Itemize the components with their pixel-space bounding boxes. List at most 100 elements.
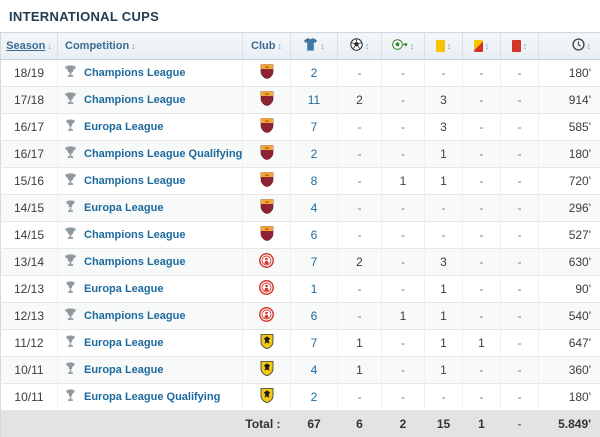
sort-arrow-icon: ↕ [409, 40, 415, 51]
appearances-link[interactable]: 2 [310, 390, 318, 404]
appearances-link[interactable]: 4 [310, 363, 318, 377]
assists-cell: - [381, 275, 425, 303]
assists-cell: - [381, 329, 425, 357]
appearances-link[interactable]: 8 [310, 174, 318, 188]
aek-badge-icon[interactable] [260, 334, 274, 352]
club-cell [242, 275, 291, 303]
yellow-red-card-icon [473, 40, 483, 53]
minutes-cell: 630' [538, 248, 600, 276]
roma-badge-icon[interactable] [260, 226, 274, 244]
table-row: 17/18 Champions League 11 2 - 3 - - 914' [0, 86, 600, 114]
roma-badge-icon[interactable] [260, 172, 274, 190]
red-cards-cell: - [500, 59, 539, 87]
red-cards-cell: - [500, 86, 539, 114]
column-header-minutes[interactable]: ↕ [538, 32, 600, 60]
assists-cell: - [381, 86, 425, 114]
roma-badge-icon[interactable] [260, 199, 274, 217]
column-header-club[interactable]: Club ↕ [242, 32, 291, 60]
column-header-yellow-red-cards[interactable]: ↕ [462, 32, 501, 60]
appearances-link[interactable]: 4 [310, 201, 318, 215]
competition-link[interactable]: Champions League [84, 94, 186, 106]
olympiacos-badge-icon[interactable] [259, 307, 274, 325]
column-header-assists[interactable]: ↕ [381, 32, 425, 60]
total-yellow-cards: 15 [424, 410, 463, 437]
assists-cell: - [381, 140, 425, 168]
roma-badge-icon[interactable] [260, 91, 274, 109]
competition-link[interactable]: Europa League Qualifying [84, 391, 221, 403]
minutes-cell: 90' [538, 275, 600, 303]
assists-cell: 1 [381, 302, 425, 330]
yellow-red-cards-cell: - [462, 221, 501, 249]
sort-arrow-icon: ↕ [131, 41, 136, 51]
competition-cell: Champions League Qualifying [57, 140, 243, 168]
season-cell: 12/13 [0, 302, 58, 330]
champions-league-trophy-icon [65, 227, 78, 243]
champions-league-trophy-icon [65, 92, 78, 108]
competition-link[interactable]: Champions League [84, 310, 186, 322]
appearances-cell: 6 [290, 221, 338, 249]
competition-link[interactable]: Europa League [84, 337, 164, 349]
appearances-link[interactable]: 2 [310, 66, 318, 80]
appearances-cell: 2 [290, 140, 338, 168]
column-header-competition[interactable]: Competition ↕ [57, 32, 243, 60]
season-cell: 14/15 [0, 194, 58, 222]
competition-link[interactable]: Champions League [84, 256, 186, 268]
table-row: 14/15 Champions League 6 - - - - - 527' [0, 221, 600, 249]
sort-arrow-icon: ↕ [586, 40, 592, 51]
total-label: Total : [0, 410, 291, 437]
goals-cell: - [337, 194, 382, 222]
assist-ball-icon [391, 38, 408, 54]
competition-link[interactable]: Champions League [84, 229, 186, 241]
appearances-link[interactable]: 11 [307, 93, 321, 107]
competition-cell: Champions League [57, 302, 243, 330]
yellow-red-cards-cell: - [462, 383, 501, 411]
competition-link[interactable]: Champions League [84, 67, 186, 79]
column-header-yellow-cards[interactable]: ↕ [424, 32, 463, 60]
column-header-red-cards[interactable]: ↕ [500, 32, 539, 60]
aek-badge-icon[interactable] [260, 361, 274, 379]
appearances-link[interactable]: 7 [310, 120, 318, 134]
competition-link[interactable]: Europa League [84, 202, 164, 214]
column-header-appearances[interactable]: ↕ [290, 32, 338, 60]
appearances-link[interactable]: 7 [310, 336, 318, 350]
club-cell [242, 221, 291, 249]
season-cell: 17/18 [0, 86, 58, 114]
appearances-link[interactable]: 7 [310, 255, 318, 269]
appearances-link[interactable]: 1 [310, 282, 318, 296]
sort-arrow-icon: ↕ [277, 41, 282, 51]
competition-link[interactable]: Europa League [84, 121, 164, 133]
competition-link[interactable]: Europa League [84, 283, 164, 295]
competition-link[interactable]: Champions League Qualifying [84, 148, 243, 160]
total-row: Total : 67 6 2 15 1 - 5.849' [0, 410, 600, 437]
olympiacos-badge-icon[interactable] [259, 253, 274, 271]
total-minutes: 5.849' [538, 410, 600, 437]
yellow-cards-cell: 3 [424, 113, 463, 141]
appearances-cell: 7 [290, 248, 338, 276]
olympiacos-badge-icon[interactable] [259, 280, 274, 298]
roma-badge-icon[interactable] [260, 118, 274, 136]
competition-link[interactable]: Champions League [84, 175, 186, 187]
assists-cell: - [381, 59, 425, 87]
table-row: 12/13 Europa League 1 - - 1 - - 90' [0, 275, 600, 303]
column-header-season[interactable]: Season ↓ [0, 32, 58, 60]
competition-link[interactable]: Europa League [84, 364, 164, 376]
club-header-label: Club [251, 40, 276, 52]
column-header-goals[interactable]: ↕ [337, 32, 382, 60]
assists-cell: - [381, 221, 425, 249]
assists-cell: - [381, 248, 425, 276]
appearances-link[interactable]: 6 [310, 228, 318, 242]
table-row: 13/14 Champions League 7 2 - 3 - - 630' [0, 248, 600, 276]
yellow-red-cards-cell: - [462, 167, 501, 195]
appearances-link[interactable]: 6 [310, 309, 318, 323]
aek-badge-icon[interactable] [260, 388, 274, 406]
club-cell [242, 302, 291, 330]
red-cards-cell: - [500, 140, 539, 168]
assists-cell: - [381, 113, 425, 141]
competition-cell: Champions League [57, 86, 243, 114]
assists-cell: - [381, 194, 425, 222]
appearances-link[interactable]: 2 [310, 147, 318, 161]
roma-badge-icon[interactable] [260, 145, 274, 163]
appearances-cell: 8 [290, 167, 338, 195]
roma-badge-icon[interactable] [260, 64, 274, 82]
sort-arrow-icon: ↕ [446, 40, 452, 51]
